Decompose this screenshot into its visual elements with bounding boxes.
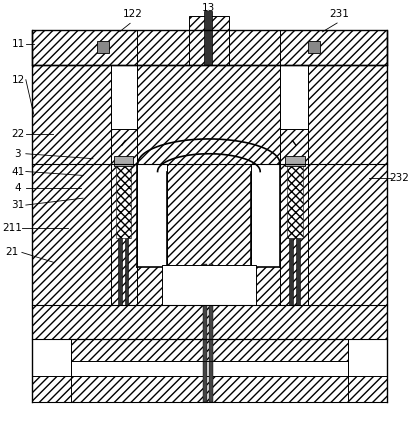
Bar [32,376,387,403]
Bar [32,30,387,65]
Text: 22: 22 [11,129,25,139]
Bar [308,65,387,164]
Bar [229,30,280,65]
Text: 122: 122 [122,8,142,19]
Bar [209,264,213,403]
Bar [258,164,275,267]
Bar [116,164,131,238]
Bar [308,41,320,53]
Bar [280,164,308,305]
Bar [32,305,387,339]
Text: 232: 232 [389,173,409,184]
Bar [124,164,129,305]
Text: 4: 4 [15,183,21,193]
Bar [32,30,137,65]
Text: 3: 3 [15,149,21,159]
Bar [280,30,387,65]
Text: 21: 21 [5,247,19,257]
Bar [251,164,280,267]
Bar [118,164,121,305]
Bar [162,265,256,305]
Text: 211: 211 [2,223,22,233]
Bar [71,361,347,376]
Bar [111,164,137,305]
Bar [204,11,212,65]
Bar [287,164,303,238]
Bar [167,164,251,305]
Text: 11: 11 [11,39,25,49]
Bar [111,129,137,164]
Bar [137,164,155,267]
Bar [280,65,308,129]
Text: 231: 231 [330,8,349,19]
Bar [137,65,280,164]
Bar [137,164,167,305]
Bar [97,41,109,53]
Bar [203,264,208,403]
Bar [71,339,347,361]
Bar [296,164,300,305]
Bar [32,164,111,305]
Bar [289,164,293,305]
Text: 12: 12 [11,75,25,85]
Bar [114,156,134,165]
Text: 13: 13 [202,3,215,13]
Bar [188,16,229,65]
Text: 41: 41 [11,167,25,176]
Bar [111,65,137,129]
Bar [71,376,347,387]
Bar [285,156,305,165]
Text: 31: 31 [11,200,25,210]
Bar [251,164,280,305]
Bar [280,129,308,164]
Bar [137,30,188,65]
Bar [308,164,387,305]
Bar [137,164,167,267]
Bar [32,65,111,164]
